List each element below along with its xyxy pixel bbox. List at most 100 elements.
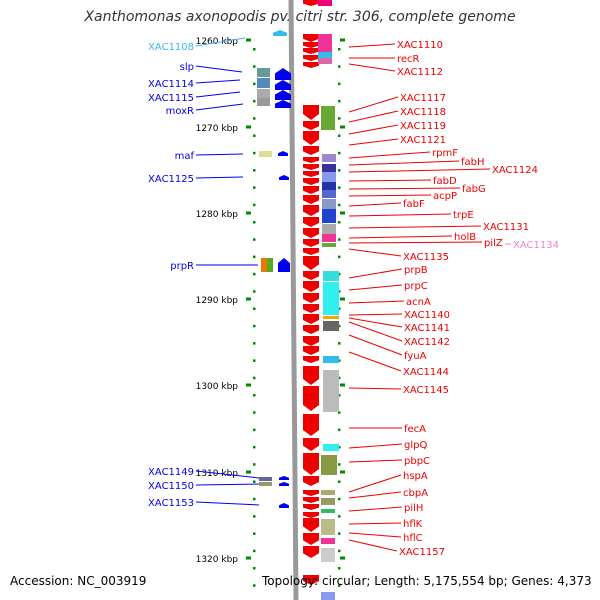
minor-tick [338, 99, 341, 103]
minor-tick [253, 376, 256, 380]
reverse-gene-block [321, 509, 335, 513]
reverse-gene-arrow [303, 178, 319, 185]
minor-tick [338, 515, 341, 518]
gene-label-holb: holB [454, 232, 476, 243]
gene-leader-line [348, 506, 403, 512]
reverse-gene-block [323, 282, 339, 315]
gene-leader-line [348, 241, 483, 244]
minor-tick [253, 324, 256, 328]
minor-tick [253, 497, 256, 501]
reverse-gene-block [321, 498, 335, 505]
gene-leader-line [348, 474, 402, 493]
minor-tick [253, 272, 256, 276]
gene-leader-line [348, 491, 402, 499]
gene-label-fabh: fabH [461, 157, 485, 168]
reverse-gene-block [322, 190, 336, 198]
gene-leader-line [348, 539, 398, 552]
gene-leader-line [195, 153, 244, 156]
reverse-gene-block [322, 209, 336, 223]
gene-leader-line [348, 235, 453, 239]
minor-tick [338, 255, 341, 259]
scale-tick-mark [246, 297, 251, 301]
gene-leader-line [348, 443, 403, 449]
gene-leader-line [195, 91, 241, 98]
gene-label-slp: slp [180, 62, 194, 73]
reverse-gene-block [321, 592, 335, 600]
gene-leader-line [195, 176, 244, 179]
minor-tick [338, 307, 341, 310]
gene-label-xac1131: XAC1131 [483, 222, 529, 233]
forward-gene-arrow [275, 90, 291, 100]
forward-gene-block [259, 151, 272, 157]
gene-label-feca: fecA [404, 424, 426, 435]
gene-leader-line [348, 317, 403, 328]
reverse-gene-arrow [303, 575, 319, 585]
minor-tick [338, 445, 341, 449]
gene-label-xac1114: XAC1114 [148, 79, 194, 90]
reverse-gene-arrow [303, 256, 319, 270]
gene-label-xac1150: XAC1150 [148, 481, 194, 492]
reverse-gene-block [322, 182, 336, 190]
reverse-gene-arrow [303, 186, 319, 194]
gene-label-pilz: pilZ [484, 238, 503, 249]
reverse-gene-block [318, 58, 332, 64]
gene-label-xac1157: XAC1157 [399, 547, 445, 558]
scale-tick-mark [246, 556, 251, 560]
gene-label-pilh: pilH [404, 503, 423, 514]
scale-minor-ticks [253, 48, 341, 587]
minor-tick [253, 463, 256, 466]
reverse-gene-block [322, 164, 336, 172]
reverse-gene-arrow [303, 248, 319, 255]
minor-tick [338, 376, 341, 380]
gene-leader-line [195, 483, 260, 486]
reverse-gene-block [322, 234, 336, 242]
forward-strand-features [257, 30, 291, 508]
scale-tick-label: 1270 kbp [196, 124, 239, 134]
minor-tick [253, 359, 256, 362]
minor-tick [253, 151, 256, 155]
gene-label-xac1112: XAC1112 [397, 67, 443, 78]
gene-leader-line [195, 79, 241, 84]
gene-label-xac1119: XAC1119 [400, 121, 446, 132]
gene-label-xac1117: XAC1117 [400, 93, 446, 104]
reverse-gene-block [318, 34, 332, 52]
gene-leader-line [348, 522, 402, 525]
forward-gene-arrow [279, 175, 289, 180]
gene-label-xac1134: XAC1134 [513, 240, 559, 251]
gene-leader-line [348, 459, 403, 463]
forward-gene-arrow [279, 482, 289, 486]
scale-tick-label: 1310 kbp [196, 469, 239, 479]
minor-tick [338, 394, 341, 397]
minor-tick [338, 567, 341, 570]
reverse-gene-arrow [303, 228, 319, 238]
reverse-gene-arrow [303, 293, 319, 303]
gene-leader-line [348, 160, 460, 166]
reverse-gene-block [323, 271, 339, 281]
gene-label-fabg: fabG [462, 184, 486, 195]
forward-gene-arrow [279, 476, 289, 480]
minor-tick [338, 342, 341, 345]
gene-leader-line [348, 63, 396, 72]
reverse-gene-arrow [303, 356, 319, 363]
forward-gene-arrow [278, 151, 288, 156]
minor-tick [253, 117, 256, 120]
reverse-gene-arrow [303, 48, 319, 54]
forward-gene-block [257, 89, 270, 98]
reverse-gene-arrow [303, 62, 319, 68]
minor-tick [253, 428, 256, 432]
gene-leader-line [348, 194, 432, 197]
scale-tick-mark [340, 556, 345, 560]
gene-label-xac1115: XAC1115 [148, 93, 194, 104]
reverse-gene-arrow [303, 438, 319, 451]
gene-leader-line [348, 387, 402, 390]
gene-label-hflc: hflC [403, 533, 423, 544]
gene-label-recr: recR [397, 54, 420, 65]
minor-tick [338, 428, 341, 432]
gene-label-xac1149: XAC1149 [148, 467, 194, 478]
reverse-gene-arrow [303, 453, 319, 475]
gene-label-xac1121: XAC1121 [400, 135, 446, 146]
minor-tick [338, 497, 341, 501]
gene-label-prpr: prpR [170, 261, 194, 272]
